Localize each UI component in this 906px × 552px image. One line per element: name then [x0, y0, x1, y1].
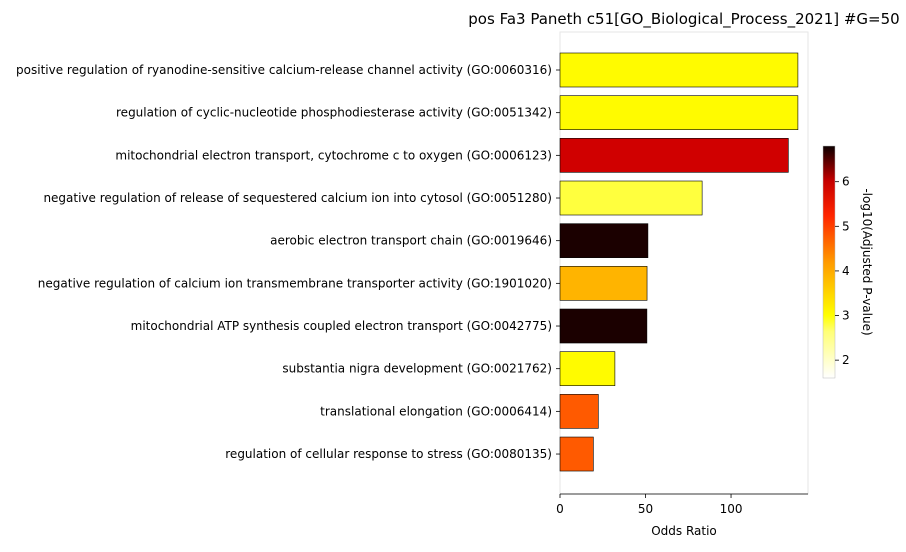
x-axis-label: Odds Ratio: [651, 524, 717, 538]
bar-2: [559, 138, 789, 173]
bar-6: [559, 308, 648, 344]
colorbar-tick-label: 5: [842, 219, 850, 233]
x-tick-label: 50: [638, 502, 653, 516]
bar-0: [559, 52, 799, 88]
y-tick-labels: positive regulation of ryanodine-sensiti…: [16, 63, 560, 461]
bar-3: [559, 180, 703, 216]
bar-5: [559, 266, 648, 301]
colorbar-tick-label: 4: [842, 264, 850, 278]
bar-4: [559, 223, 649, 258]
bar-9: [559, 436, 594, 472]
bar-1: [559, 95, 799, 130]
y-tick-label: mitochondrial ATP synthesis coupled elec…: [131, 319, 552, 333]
chart-title: pos Fa3 Paneth c51[GO_Biological_Process…: [468, 10, 899, 29]
y-tick-label: negative regulation of release of seques…: [43, 191, 552, 205]
colorbar-tick-label: 6: [842, 175, 850, 189]
y-tick-label: positive regulation of ryanodine-sensiti…: [16, 63, 552, 77]
y-tick-label: regulation of cellular response to stres…: [225, 447, 552, 461]
y-tick-label: regulation of cyclic-nucleotide phosphod…: [116, 106, 552, 120]
colorbar-ticks: 2 3 4 5 6: [835, 175, 850, 367]
colorbar-gradient: [822, 145, 836, 379]
colorbar-tick-label: 2: [842, 353, 850, 367]
bars: [559, 52, 799, 472]
x-ticks: 0 50 100: [556, 494, 742, 516]
colorbar: 2 3 4 5 6 -log10(Adjusted P-value): [822, 145, 874, 379]
bar-8: [559, 394, 599, 429]
colorbar-label: -log10(Adjusted P-value): [860, 188, 874, 335]
colorbar-tick-label: 3: [842, 309, 850, 323]
plot-area: positive regulation of ryanodine-sensiti…: [16, 31, 809, 538]
y-tick-label: translational elongation (GO:0006414): [320, 404, 552, 418]
x-tick-label: 0: [556, 502, 564, 516]
y-tick-label: mitochondrial electron transport, cytoch…: [115, 148, 552, 162]
y-tick-label: aerobic electron transport chain (GO:001…: [270, 234, 552, 248]
y-tick-label: substantia nigra development (GO:0021762…: [282, 362, 552, 376]
x-tick-label: 100: [720, 502, 743, 516]
y-tick-label: negative regulation of calcium ion trans…: [38, 276, 552, 290]
bar-7: [559, 351, 616, 386]
